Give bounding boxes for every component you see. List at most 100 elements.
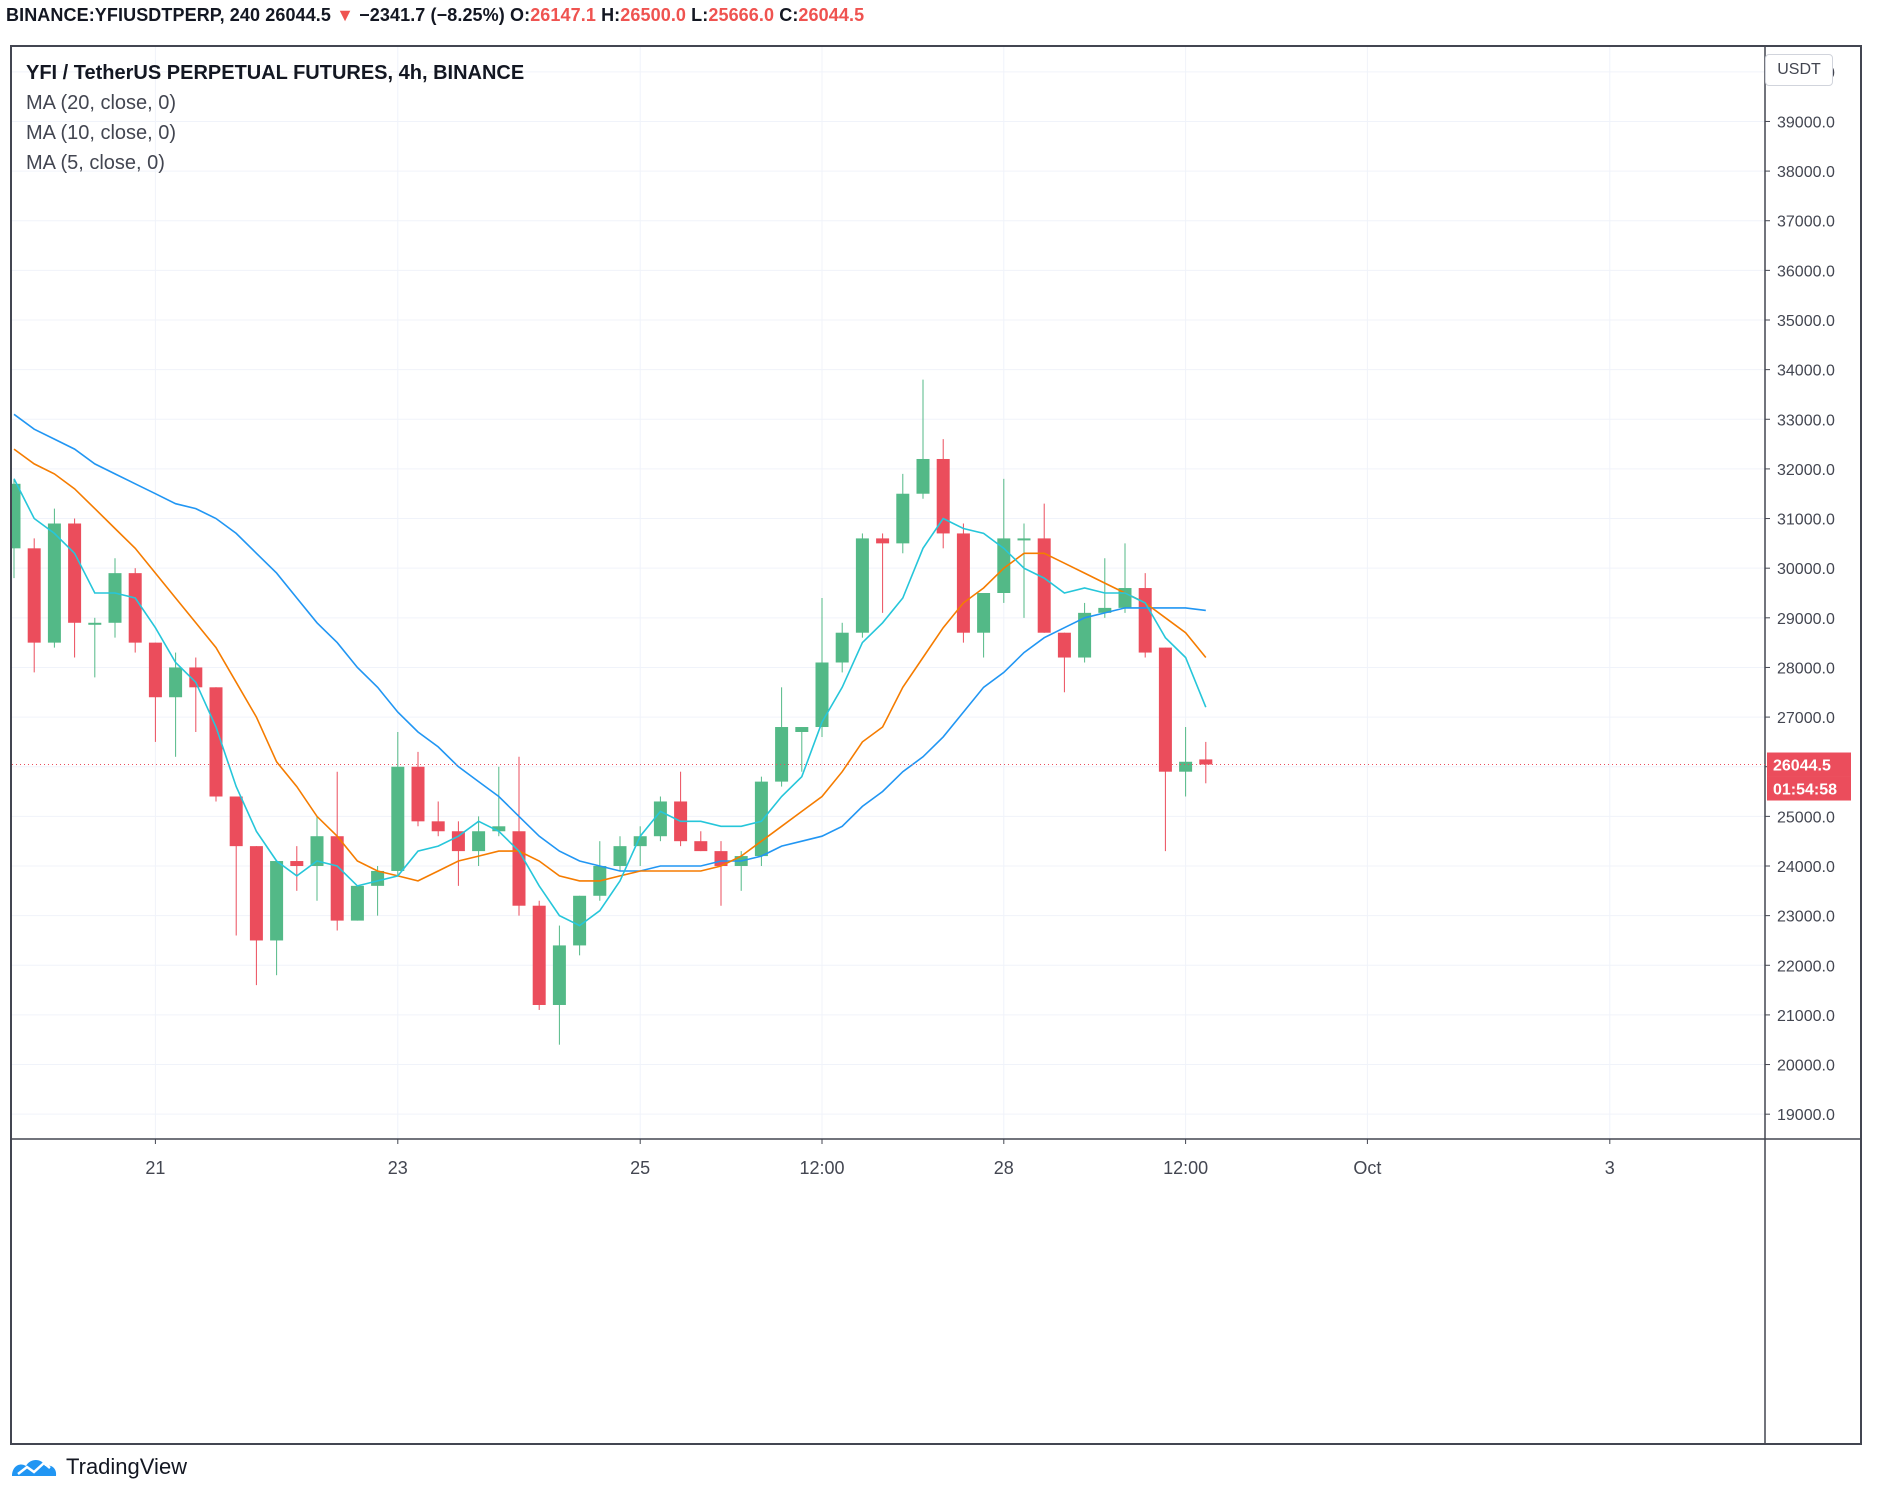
candle-body [431, 821, 445, 832]
candle-body [128, 573, 142, 643]
candle-body [633, 836, 647, 847]
price-change: −2341.7 (−8.25%) [359, 4, 505, 25]
high-value: 26500.0 [620, 4, 687, 25]
last-price-tag [1767, 752, 1851, 777]
candle-body [896, 493, 910, 544]
candle [997, 478, 1011, 603]
y-tick-label: 19000.0 [1777, 1107, 1835, 1124]
candle [12, 478, 21, 579]
candle-body [169, 667, 183, 698]
legend-ma10[interactable]: MA (10, close, 0) [26, 122, 177, 144]
down-arrow-icon: ▼ [336, 4, 355, 25]
candle [249, 846, 263, 986]
candle [1017, 523, 1031, 618]
legend-ma20[interactable]: MA (20, close, 0) [26, 92, 177, 114]
candle [714, 841, 728, 906]
candle [290, 846, 304, 891]
candle [148, 642, 162, 742]
candle [532, 900, 546, 1010]
last-price: 26044.5 [265, 4, 332, 25]
y-tick-label: 29000.0 [1777, 611, 1835, 628]
candle-body [977, 593, 991, 633]
tradingview-label: TradingView [66, 1454, 188, 1479]
candle-body [249, 846, 263, 941]
candle [876, 533, 890, 613]
y-tick-label: 33000.0 [1777, 412, 1835, 429]
y-tick-label: 32000.0 [1777, 462, 1835, 479]
candle-body [855, 538, 869, 633]
candle-body [411, 766, 425, 822]
footer-brand[interactable]: TradingView [10, 1452, 187, 1482]
candle-body [1098, 607, 1112, 613]
currency-button[interactable]: USDT [1765, 54, 1833, 86]
grid-layer [12, 47, 1765, 1139]
candle-body [451, 831, 465, 852]
candle [492, 766, 506, 837]
candle [835, 622, 849, 673]
moving-average-layer [13, 413, 1207, 927]
chart-frame[interactable]: 19000.0 20000.0 21000.0 22000.0 23000.0 24000… [10, 45, 1862, 1445]
candle-body [47, 523, 61, 643]
candle-body [1078, 612, 1092, 658]
candle-body [754, 781, 768, 857]
candle [371, 866, 385, 916]
high-label: H: [601, 4, 621, 25]
candle [1078, 602, 1092, 663]
x-tick-label: 12:00 [799, 1158, 844, 1178]
low-value: 25666.0 [708, 4, 775, 25]
candle-body [472, 831, 486, 852]
candle-body [229, 796, 243, 847]
y-tick-label: 23000.0 [1777, 909, 1835, 926]
candle-body [148, 642, 162, 698]
candle [411, 751, 425, 827]
candle-body [795, 727, 809, 732]
x-tick-label: 23 [388, 1158, 408, 1178]
x-tick-label: 21 [145, 1158, 165, 1178]
candle [1199, 741, 1213, 784]
candlestick-chart[interactable]: 19000.0 20000.0 21000.0 22000.0 23000.0 24000… [12, 47, 1860, 1443]
x-tick-label: 28 [994, 1158, 1014, 1178]
close-label: C: [779, 4, 799, 25]
candle-body [916, 458, 930, 494]
tradingview-logo-icon [12, 1460, 57, 1476]
candle-body [1199, 759, 1213, 765]
candle [1118, 543, 1132, 613]
candle-body [1158, 647, 1172, 772]
candle-body [775, 727, 789, 782]
candle-body [512, 831, 526, 906]
y-tick-label: 37000.0 [1777, 214, 1835, 231]
y-tick-label: 39000.0 [1777, 114, 1835, 131]
candle-body [1179, 761, 1193, 772]
y-tick-label: 25000.0 [1777, 809, 1835, 826]
candle [128, 568, 142, 653]
chart-title: YFI / TetherUS PERPETUAL FUTURES, 4h, BI… [26, 62, 525, 84]
candle-body [371, 870, 385, 886]
candle [189, 657, 203, 732]
candle-body [88, 622, 102, 625]
candle-body [189, 667, 203, 688]
candle-body [310, 836, 324, 866]
candle-body [815, 662, 829, 728]
symbol-label: BINANCE:YFIUSDTPERP, 240 [6, 4, 261, 25]
candle-body [936, 458, 950, 534]
candle [27, 538, 41, 673]
candle-body [1138, 588, 1152, 653]
ma20-line [13, 413, 1206, 872]
candle [896, 473, 910, 554]
candle-body [1037, 538, 1051, 633]
candle [431, 801, 445, 837]
candle-body [290, 861, 304, 866]
x-tick-label: 3 [1605, 1158, 1615, 1178]
low-label: L: [691, 4, 709, 25]
candle-body [552, 945, 566, 1005]
countdown-label: 01:54:58 [1773, 782, 1837, 799]
candle [350, 885, 364, 921]
candle-body [68, 523, 82, 623]
close-value: 26044.5 [798, 4, 865, 25]
candle [795, 727, 809, 772]
x-tick-label: 25 [630, 1158, 650, 1178]
chart-legend: YFI / TetherUS PERPETUAL FUTURES, 4h, BI… [26, 58, 524, 178]
legend-ma5[interactable]: MA (5, close, 0) [26, 152, 165, 174]
candle [633, 826, 647, 866]
candle [1158, 647, 1172, 852]
